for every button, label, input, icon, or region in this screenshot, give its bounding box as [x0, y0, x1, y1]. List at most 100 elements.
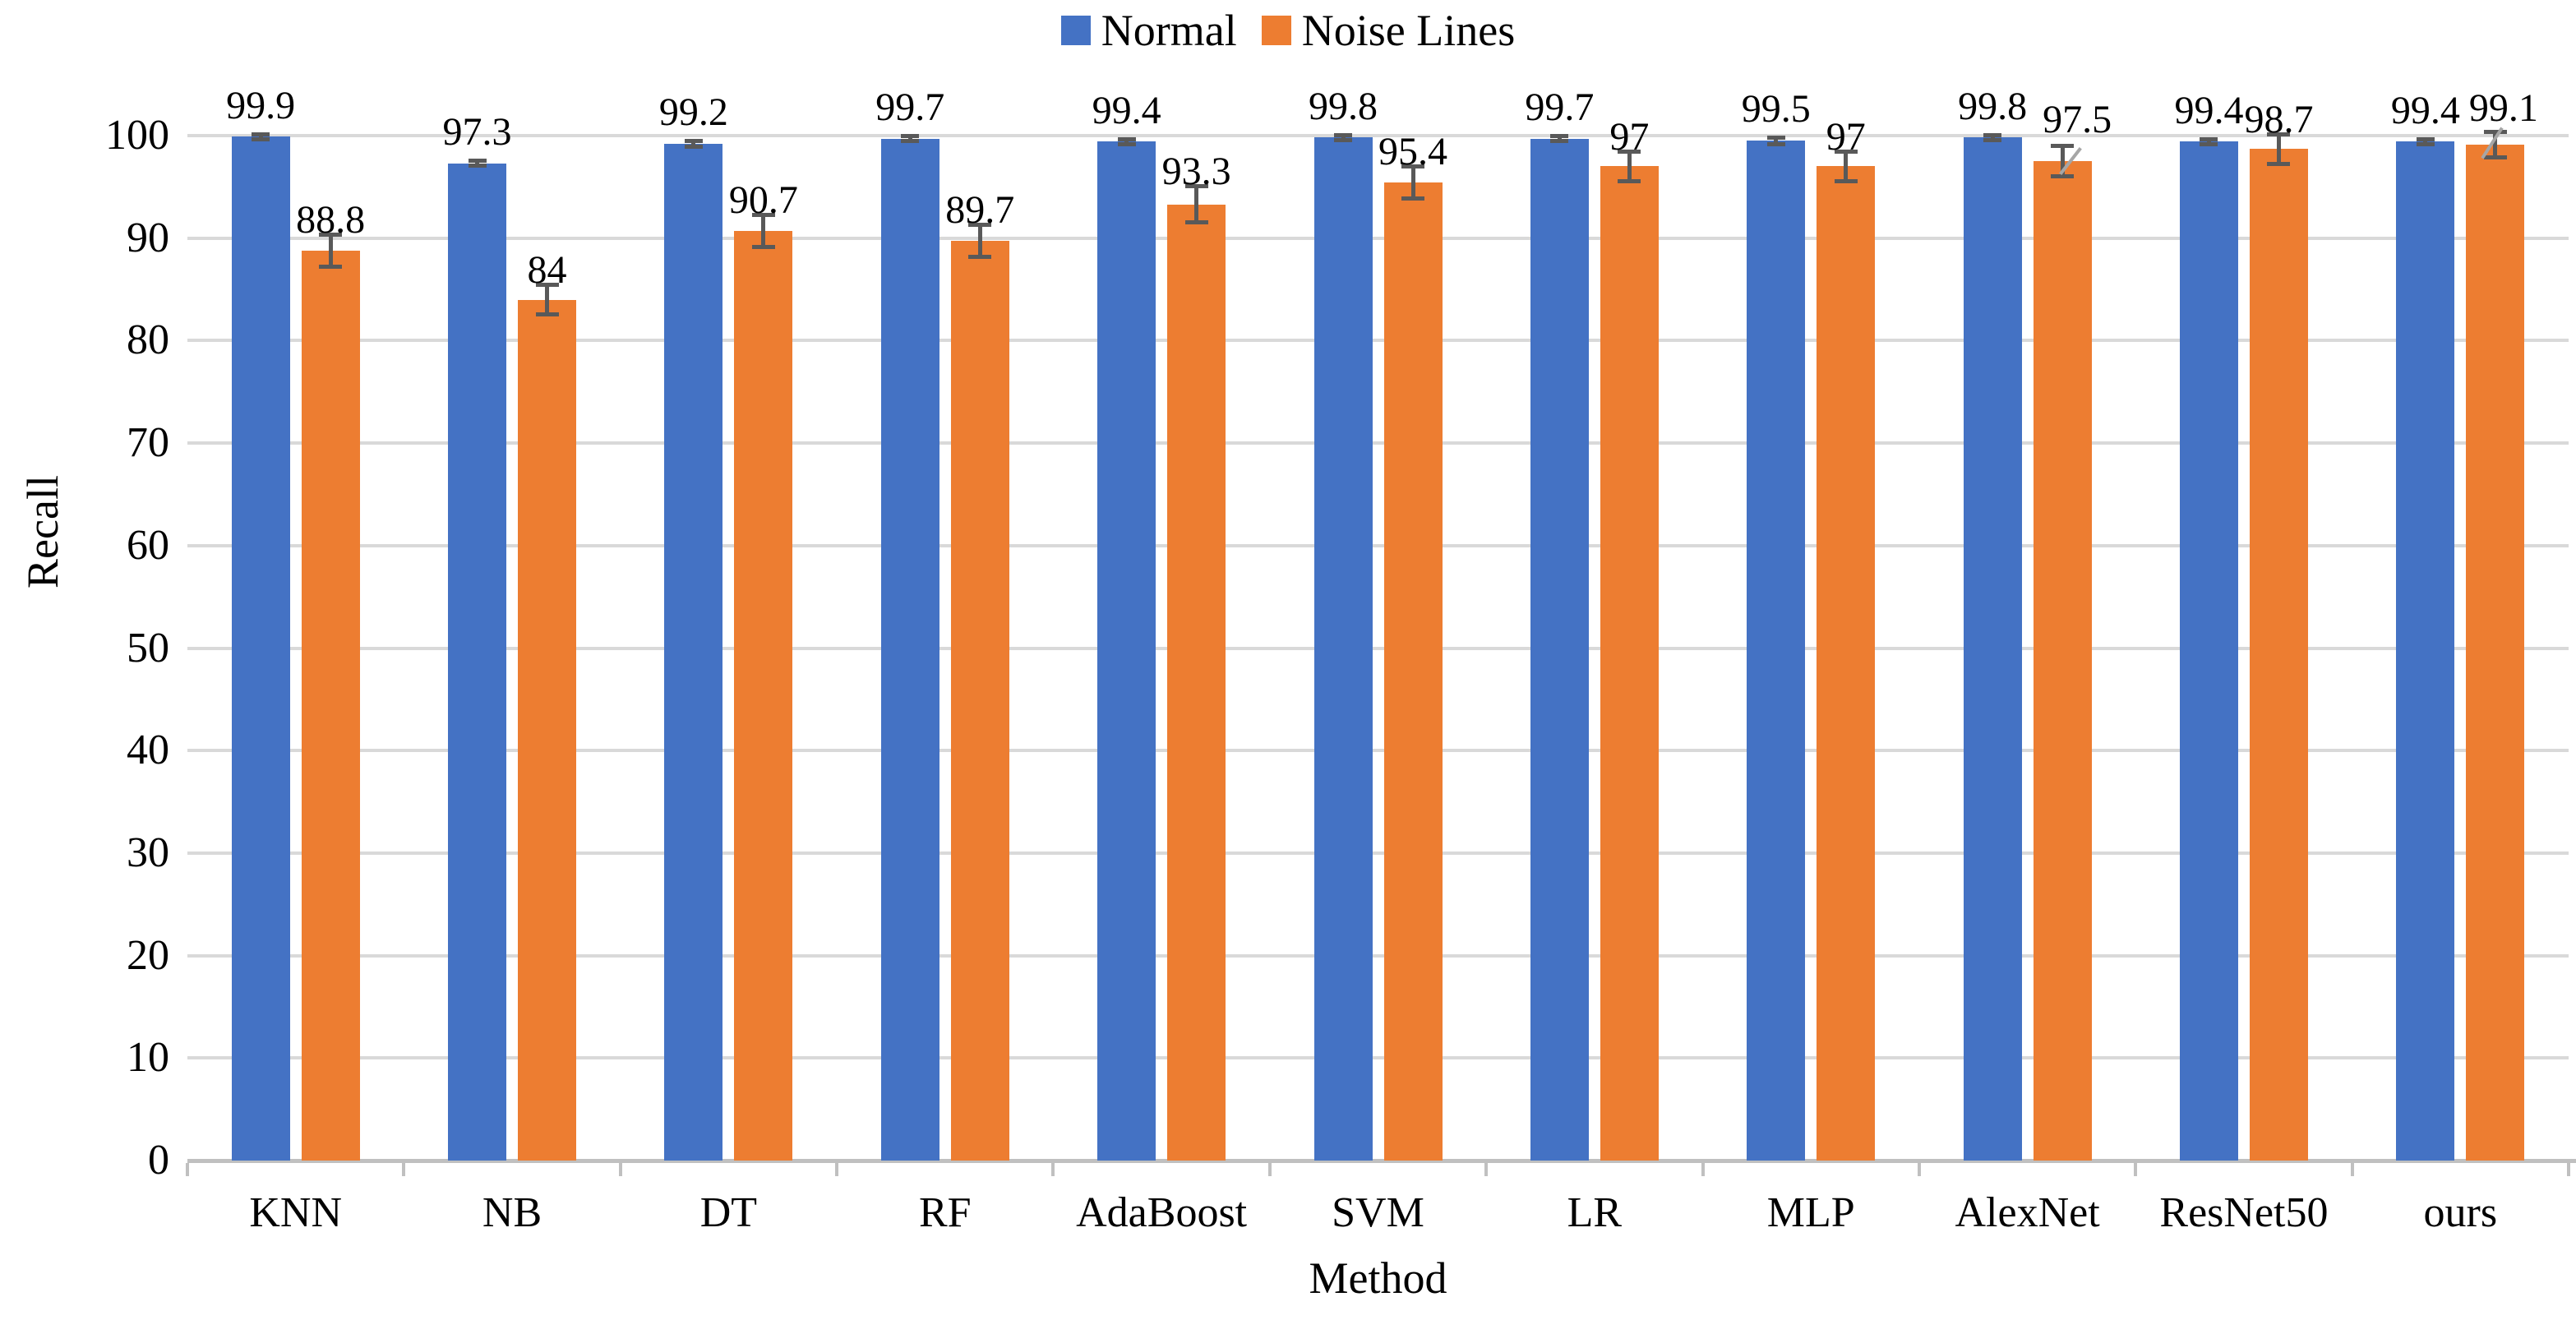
data-label: 97.5	[2043, 98, 2112, 141]
error-bar-cap-bottom	[1550, 139, 1569, 144]
error-bar-cap-top	[2051, 144, 2075, 149]
data-label: 89.7	[945, 188, 1015, 233]
error-bar	[1627, 150, 1632, 182]
bar-normal	[1313, 137, 1373, 1161]
error-bar	[977, 224, 982, 258]
error-bar	[1341, 134, 1346, 141]
error-bar	[2423, 138, 2428, 145]
data-label: 88.8	[296, 197, 366, 242]
legend: Normal Noise Lines	[0, 8, 2576, 53]
error-bar-cap-top	[1983, 132, 2002, 137]
error-bar-cap-top	[1618, 149, 1641, 154]
bar-normal	[2396, 141, 2455, 1161]
error-bar-cap-top	[252, 132, 270, 136]
bar-normal	[2179, 141, 2238, 1161]
data-label: 93.3	[1161, 150, 1231, 194]
error-bar	[1410, 166, 1415, 200]
error-bar-cap-bottom	[2267, 161, 2291, 166]
error-bar-cap-bottom	[252, 136, 270, 141]
error-bar	[1557, 136, 1562, 142]
error-bar	[2493, 132, 2498, 159]
x-axis-tick	[2350, 1163, 2354, 1176]
category-label: NB	[482, 1189, 542, 1236]
error-bar-cap-bottom	[1117, 142, 1136, 147]
legend-label-noise-lines: Noise Lines	[1301, 6, 1516, 55]
bar-noise-lines	[518, 299, 577, 1161]
data-label: 99.5	[1741, 86, 1811, 131]
data-label: 99.7	[1525, 85, 1595, 129]
error-bar	[2206, 138, 2211, 145]
legend-swatch-noise-lines	[1261, 16, 1291, 45]
category-label: LR	[1567, 1189, 1623, 1236]
category-label: AdaBoost	[1076, 1189, 1248, 1236]
legend-label-normal: Normal	[1101, 6, 1237, 55]
data-label: 99.1	[2468, 86, 2538, 130]
bar-noise-lines	[1167, 204, 1226, 1161]
error-bar-cap-bottom	[1766, 141, 1785, 146]
error-bar-cap-top	[684, 139, 703, 144]
data-label: 99.9	[226, 83, 296, 127]
gridline	[187, 646, 2569, 650]
data-label: 84	[527, 247, 567, 292]
category-label: MLP	[1766, 1189, 1855, 1236]
error-bar-cap-top	[319, 232, 343, 237]
error-bar-cap-top	[468, 158, 487, 163]
error-bar-cap-bottom	[1834, 179, 1858, 184]
error-bar	[1124, 138, 1129, 145]
error-bar-cap-bottom	[535, 312, 559, 317]
y-tick-label: 80	[127, 316, 169, 364]
error-bar-cap-bottom	[319, 264, 343, 269]
error-bar-cap-bottom	[1401, 196, 1424, 201]
data-label: 99.7	[875, 85, 945, 129]
error-bar	[1844, 150, 1849, 182]
bar-noise-lines	[734, 230, 793, 1161]
error-bar	[545, 284, 550, 316]
error-bar-cap-top	[2200, 136, 2218, 141]
error-bar-cap-bottom	[468, 164, 487, 168]
gridline	[187, 441, 2569, 445]
error-bar-cap-bottom	[1983, 138, 2002, 143]
error-bar-cap-bottom	[684, 144, 703, 149]
data-label: 99.8	[1958, 84, 2028, 128]
data-label: 99.4	[1092, 88, 1161, 132]
error-bar-cap-top	[1401, 164, 1424, 169]
category-label: RF	[918, 1189, 972, 1236]
gridline	[187, 953, 2569, 958]
data-label: 99.4	[2174, 88, 2244, 132]
error-bar	[1194, 186, 1199, 223]
gridline	[187, 236, 2569, 240]
error-bar	[1990, 134, 1995, 141]
error-bar-cap-bottom	[2051, 173, 2075, 178]
error-bar-cap-top	[901, 134, 920, 138]
bar-normal	[1097, 141, 1156, 1161]
data-label: 98.7	[2244, 97, 2314, 141]
x-axis-tick	[186, 1163, 189, 1176]
x-axis-tick	[1267, 1163, 1272, 1176]
bar-normal	[1530, 138, 1589, 1161]
error-bar-cap-top	[1834, 149, 1858, 154]
error-bar-cap-bottom	[2416, 142, 2435, 147]
category-label: KNN	[249, 1189, 343, 1236]
x-axis-tick	[1701, 1163, 1705, 1176]
error-bar	[2276, 133, 2281, 164]
category-label: DT	[699, 1189, 758, 1236]
bar-normal	[448, 163, 507, 1161]
x-axis-tick	[2134, 1163, 2138, 1176]
y-tick-label: 90	[127, 214, 169, 261]
x-axis-line	[187, 1159, 2576, 1163]
error-bar-cap-top	[1334, 132, 1352, 137]
bar-noise-lines	[301, 250, 360, 1161]
data-label: 95.4	[1378, 130, 1447, 174]
legend-swatch-normal	[1060, 16, 1091, 45]
error-bar-cap-bottom	[2200, 142, 2218, 147]
error-bar-cap-bottom	[2483, 155, 2507, 160]
error-bar-cap-top	[2416, 136, 2435, 141]
error-bar	[258, 133, 263, 140]
error-bar	[328, 233, 333, 267]
category-label: ours	[2423, 1189, 2498, 1236]
y-tick-label: 40	[127, 727, 169, 774]
error-bar	[475, 159, 480, 167]
y-tick-label: 100	[105, 112, 169, 159]
x-axis-tick	[2567, 1163, 2570, 1176]
